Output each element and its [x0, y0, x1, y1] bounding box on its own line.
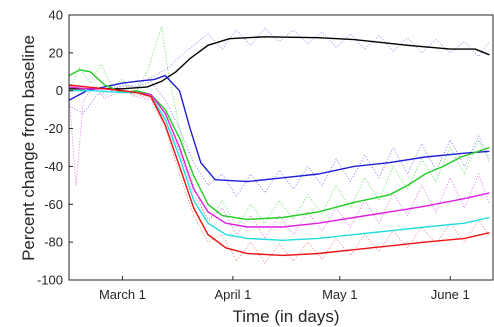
series-line-dotted-9: [68, 86, 490, 264]
x-tick-label: March 1: [99, 287, 146, 302]
plot-frame: [68, 14, 494, 281]
series-line-0: [69, 36, 490, 90]
series-line-dotted-10: [68, 80, 490, 198]
x-axis-label: Time (in days): [232, 307, 339, 326]
series-line-dotted-8: [68, 86, 490, 240]
series-line-dotted-7: [68, 26, 490, 228]
x-tick-label: June 1: [431, 287, 470, 302]
y-tick-label: -20: [44, 121, 63, 136]
y-tick-label: -100: [37, 273, 63, 288]
y-axis: 40 20 0 -20 -40 -60 -80 -100: [37, 8, 73, 288]
y-axis-label: Percent change from baseline: [19, 35, 38, 261]
y-tick-label: 0: [56, 83, 63, 98]
y-tick-label: -40: [44, 159, 63, 174]
series-layer: [68, 26, 490, 264]
y-tick-label: -80: [44, 235, 63, 250]
y-tick-label: 40: [49, 8, 63, 23]
x-tick-label: April 1: [214, 287, 251, 302]
y-tick-label: 20: [49, 45, 63, 60]
series-line-5: [68, 84, 490, 257]
y-tick-label: -60: [44, 197, 63, 212]
series-line-1: [68, 74, 490, 183]
x-tick-label: May 1: [322, 287, 357, 302]
x-axis: March 1 April 1 May 1 June 1: [99, 276, 470, 302]
